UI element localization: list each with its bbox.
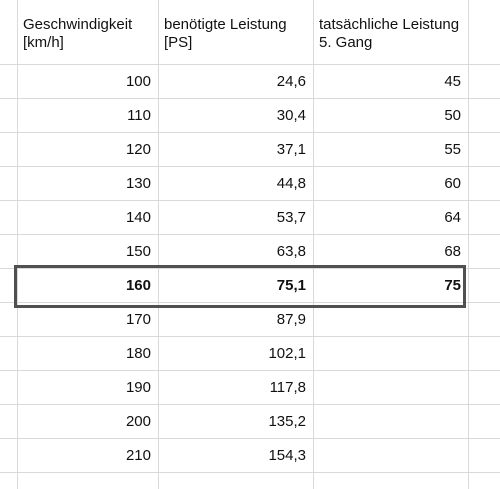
cell-speed[interactable]: 130 <box>125 175 151 192</box>
cell-speed[interactable]: 110 <box>127 107 151 124</box>
cell-required-power[interactable]: 75,1 <box>276 277 306 294</box>
cell-required-power[interactable]: 37,1 <box>276 141 306 158</box>
cell-required-power[interactable]: 102,1 <box>268 345 306 362</box>
grid-hline <box>0 472 500 473</box>
cell-actual-power[interactable]: 50 <box>444 107 461 124</box>
grid-hline <box>0 98 500 99</box>
cell-required-power[interactable]: 154,3 <box>268 447 306 464</box>
cell-required-power[interactable]: 53,7 <box>276 209 306 226</box>
cell-speed[interactable]: 170 <box>125 311 151 328</box>
cell-actual-power[interactable] <box>313 379 468 397</box>
cell-actual-power[interactable] <box>313 345 468 363</box>
grid-hline <box>0 404 500 405</box>
cell-speed[interactable]: 160 <box>125 277 151 294</box>
cell-speed[interactable]: 150 <box>125 243 151 260</box>
header-required-power[interactable]: benötigte Leistung [PS] <box>164 16 287 51</box>
cell-actual-power[interactable]: 45 <box>444 73 461 90</box>
cell-actual-power[interactable]: 68 <box>444 243 461 260</box>
cell-required-power[interactable]: 117,8 <box>269 379 306 396</box>
cell-required-power[interactable]: 87,9 <box>276 311 306 328</box>
cell-actual-power[interactable] <box>313 447 468 465</box>
cell-required-power[interactable]: 63,8 <box>276 243 306 260</box>
grid-hline <box>0 64 500 65</box>
cell-speed[interactable]: 210 <box>125 447 151 464</box>
cell-actual-power[interactable]: 75 <box>444 277 461 294</box>
cell-required-power[interactable]: 24,6 <box>276 73 306 90</box>
grid-hline <box>0 302 500 303</box>
grid-hline <box>0 234 500 235</box>
cell-speed[interactable]: 190 <box>125 379 151 396</box>
grid-vline <box>468 0 469 489</box>
cell-speed[interactable]: 180 <box>125 345 151 362</box>
grid-hline <box>0 166 500 167</box>
grid-hline <box>0 132 500 133</box>
cell-actual-power[interactable]: 60 <box>444 175 461 192</box>
cell-required-power[interactable]: 135,2 <box>268 413 306 430</box>
cell-speed[interactable]: 200 <box>125 413 151 430</box>
cell-speed[interactable]: 120 <box>125 141 151 158</box>
grid-hline <box>0 200 500 201</box>
cell-actual-power[interactable]: 64 <box>444 209 461 226</box>
grid-vline <box>158 0 159 489</box>
header-actual-power[interactable]: tatsächliche Leistung 5. Gang <box>319 16 460 51</box>
cell-actual-power[interactable] <box>313 413 468 431</box>
cell-required-power[interactable]: 44,8 <box>276 175 306 192</box>
cell-speed[interactable]: 140 <box>125 209 151 226</box>
cell-required-power[interactable]: 30,4 <box>276 107 306 124</box>
cell-actual-power[interactable]: 55 <box>444 141 461 158</box>
grid-hline <box>0 438 500 439</box>
grid-vline <box>17 0 18 489</box>
header-speed[interactable]: Geschwindigkeit [km/h] <box>23 16 133 51</box>
grid-hline <box>0 370 500 371</box>
grid-hline <box>0 336 500 337</box>
cell-actual-power[interactable] <box>313 311 468 329</box>
cell-speed[interactable]: 100 <box>125 73 151 90</box>
grid-vline <box>313 0 314 489</box>
grid-hline <box>0 268 500 269</box>
